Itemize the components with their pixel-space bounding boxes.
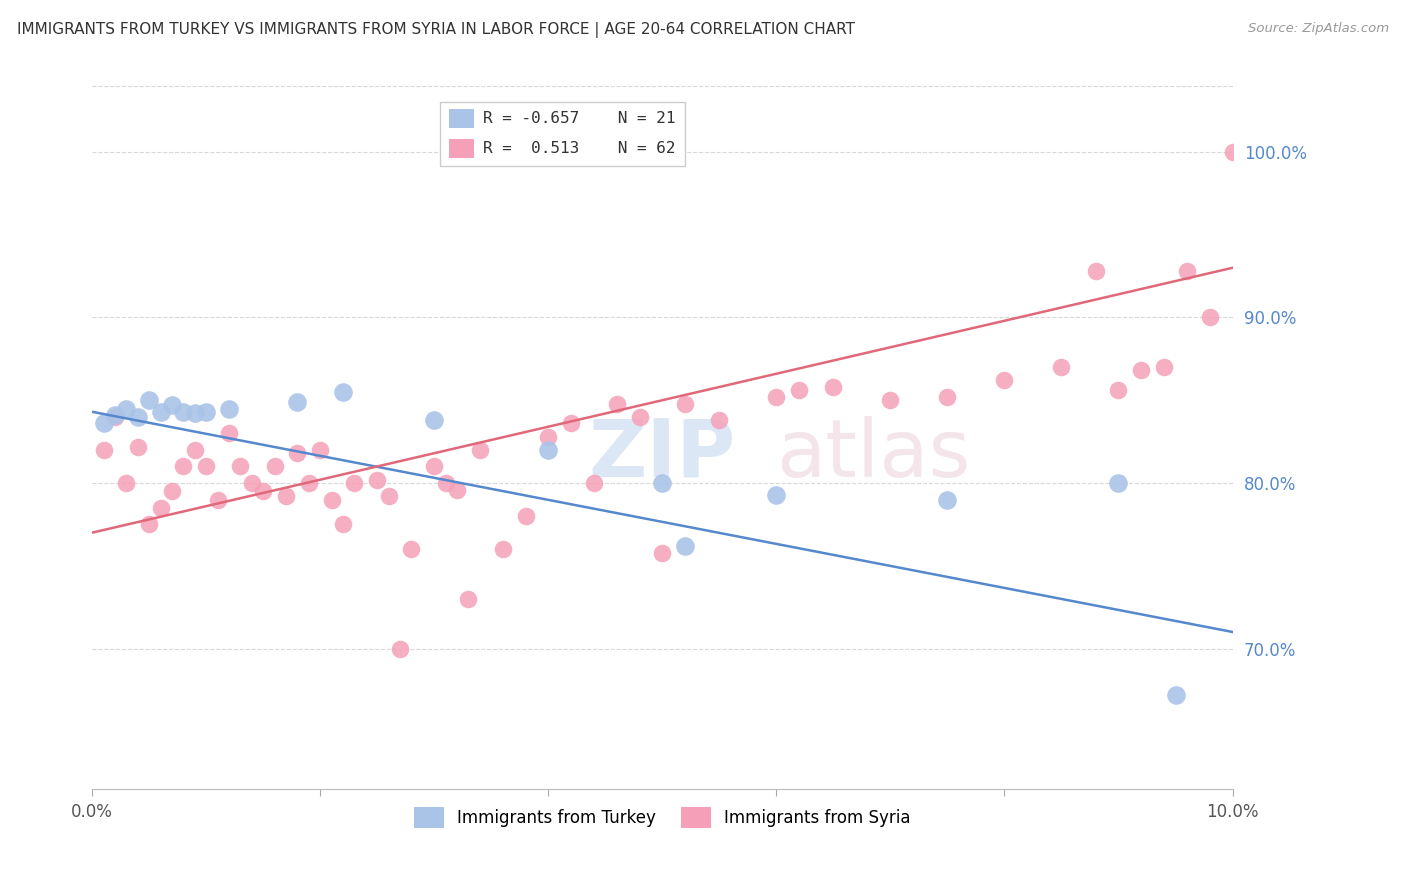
Bar bbox=[449, 139, 474, 158]
Point bbox=[149, 500, 172, 515]
Point bbox=[115, 401, 138, 416]
Point bbox=[1130, 363, 1153, 377]
Point bbox=[172, 405, 194, 419]
Point bbox=[332, 517, 354, 532]
Point bbox=[560, 417, 582, 431]
Point bbox=[298, 475, 321, 490]
Point bbox=[332, 384, 354, 399]
Point bbox=[673, 539, 696, 553]
Point bbox=[1108, 384, 1130, 398]
Text: atlas: atlas bbox=[776, 416, 970, 493]
Point bbox=[628, 409, 651, 424]
Point bbox=[492, 542, 515, 557]
Point bbox=[377, 489, 399, 503]
Point bbox=[1108, 475, 1130, 490]
Point bbox=[287, 446, 309, 460]
Point bbox=[160, 484, 183, 499]
Point bbox=[104, 408, 127, 422]
Point bbox=[993, 373, 1015, 387]
Point bbox=[149, 405, 172, 419]
Text: R = -0.657    N = 21: R = -0.657 N = 21 bbox=[484, 112, 676, 127]
Point bbox=[582, 475, 605, 490]
Point bbox=[195, 405, 218, 419]
Point bbox=[138, 517, 160, 532]
Point bbox=[787, 384, 810, 398]
Point bbox=[138, 393, 160, 408]
Point bbox=[823, 380, 845, 394]
Point bbox=[274, 489, 297, 503]
Point bbox=[1153, 360, 1175, 375]
Point bbox=[1084, 264, 1107, 278]
Point bbox=[936, 492, 959, 507]
Bar bbox=[449, 110, 474, 128]
Point bbox=[104, 409, 127, 424]
Point bbox=[184, 442, 207, 457]
Point bbox=[195, 459, 218, 474]
Point bbox=[229, 459, 252, 474]
Point bbox=[936, 390, 959, 404]
Point bbox=[879, 393, 901, 408]
Legend: Immigrants from Turkey, Immigrants from Syria: Immigrants from Turkey, Immigrants from … bbox=[408, 801, 918, 834]
Point bbox=[240, 475, 263, 490]
Text: IMMIGRANTS FROM TURKEY VS IMMIGRANTS FROM SYRIA IN LABOR FORCE | AGE 20-64 CORRE: IMMIGRANTS FROM TURKEY VS IMMIGRANTS FRO… bbox=[17, 22, 855, 38]
Point bbox=[93, 417, 115, 431]
Point bbox=[93, 442, 115, 457]
Point bbox=[127, 409, 149, 424]
Point bbox=[515, 509, 537, 524]
Point bbox=[673, 396, 696, 410]
Point bbox=[207, 492, 229, 507]
Point bbox=[1198, 310, 1220, 325]
Point bbox=[1175, 264, 1198, 278]
Point bbox=[446, 483, 468, 497]
Point bbox=[1164, 688, 1187, 702]
Point bbox=[343, 475, 366, 490]
Point bbox=[457, 591, 479, 606]
Text: R =  0.513    N = 62: R = 0.513 N = 62 bbox=[484, 141, 676, 156]
Point bbox=[252, 484, 274, 499]
Point bbox=[218, 401, 240, 416]
Text: ZIP: ZIP bbox=[588, 416, 735, 493]
Point bbox=[127, 440, 149, 454]
Point bbox=[606, 396, 628, 410]
Point bbox=[468, 442, 491, 457]
Point bbox=[115, 475, 138, 490]
Text: Source: ZipAtlas.com: Source: ZipAtlas.com bbox=[1249, 22, 1389, 36]
Point bbox=[765, 390, 787, 404]
Point bbox=[765, 487, 787, 501]
Point bbox=[651, 475, 673, 490]
Point bbox=[709, 413, 731, 427]
Point bbox=[537, 430, 560, 444]
Point bbox=[287, 395, 309, 409]
Point bbox=[184, 407, 207, 421]
Point bbox=[160, 398, 183, 412]
Point bbox=[389, 641, 412, 656]
Point bbox=[423, 413, 446, 427]
Point bbox=[537, 442, 560, 457]
Point bbox=[401, 542, 423, 557]
Point bbox=[172, 459, 194, 474]
Point bbox=[263, 459, 285, 474]
Point bbox=[423, 459, 446, 474]
Point bbox=[366, 473, 388, 487]
Point bbox=[434, 475, 457, 490]
FancyBboxPatch shape bbox=[440, 103, 685, 167]
Point bbox=[309, 442, 332, 457]
Point bbox=[321, 492, 343, 507]
Point bbox=[218, 426, 240, 441]
Point bbox=[1050, 360, 1073, 375]
Point bbox=[651, 545, 673, 559]
Point bbox=[1222, 145, 1244, 159]
